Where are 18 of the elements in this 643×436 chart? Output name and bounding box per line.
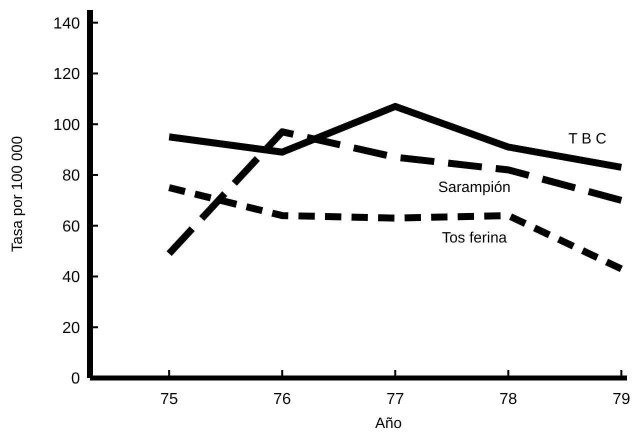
x-tick-label: 75 bbox=[160, 391, 178, 408]
y-tick-label: 0 bbox=[71, 370, 80, 388]
y-tick-label: 40 bbox=[62, 269, 80, 286]
y-tick-label: 80 bbox=[62, 168, 80, 185]
series-label: T B C bbox=[568, 130, 607, 148]
y-tick-label: 20 bbox=[62, 320, 80, 337]
x-axis-title: Año bbox=[375, 415, 402, 432]
y-tick-label: 60 bbox=[62, 218, 80, 236]
y-tick-label: 140 bbox=[53, 15, 80, 32]
x-tick-label: 79 bbox=[612, 391, 630, 408]
y-tick-label: 120 bbox=[53, 66, 80, 84]
y-axis-title: Tasa por 100 000 bbox=[9, 136, 26, 252]
y-tick-label: 100 bbox=[53, 116, 80, 134]
x-tick-label: 77 bbox=[386, 391, 404, 408]
x-tick-label: 76 bbox=[273, 391, 292, 408]
series-label: Tos ferina bbox=[442, 229, 508, 246]
x-tick-label: 78 bbox=[499, 391, 518, 408]
series-label: Sarampión bbox=[438, 179, 511, 196]
